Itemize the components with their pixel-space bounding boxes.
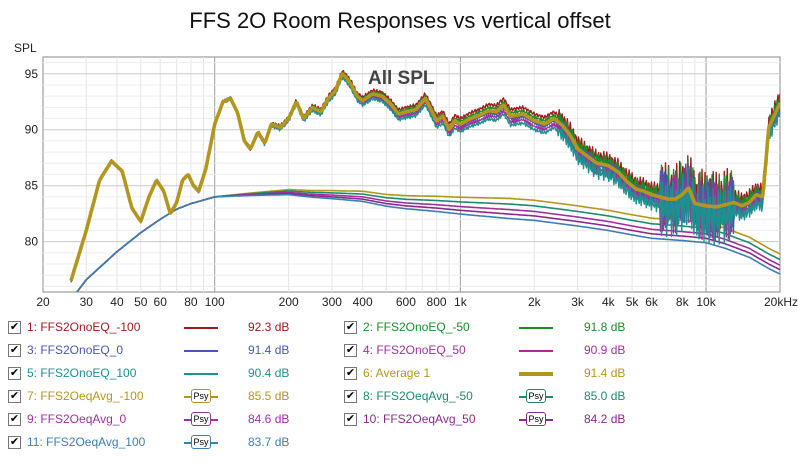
legend-checkbox[interactable]: ✔ <box>8 344 21 357</box>
legend-checkbox[interactable]: ✔ <box>8 436 21 449</box>
x-tick-label: 8k <box>676 295 690 309</box>
legend-checkbox[interactable]: ✔ <box>344 413 357 426</box>
legend-psy-swatch: Psy <box>184 435 218 449</box>
y-axis-label: SPL <box>14 41 37 55</box>
legend-item-10: ✔ 10: FFS2OeqAvg_50 Psy 84.2 dB <box>0 411 800 431</box>
legend-checkbox[interactable]: ✔ <box>8 413 21 426</box>
legend-item-8: ✔ 8: FFS2OeqAvg_-50 Psy 85.0 dB <box>0 388 800 408</box>
legend-series-value: 84.6 dB <box>248 412 290 426</box>
x-tick-label: 20 <box>36 295 50 309</box>
series-11-line <box>75 193 780 292</box>
x-tick-label: 6k <box>645 295 659 309</box>
legend-item-3: ✔ 3: FFS2OnoEQ_0 91.4 dB <box>0 342 800 362</box>
series-6-line <box>69 72 780 282</box>
y-tick-labels: 80 85 90 95 <box>25 67 39 249</box>
legend-series-name: 5: FFS2OnoEQ_100 <box>27 366 137 380</box>
legend-series-name: 3: FFS2OnoEQ_0 <box>27 343 124 357</box>
x-tick-label: 10k <box>696 295 716 309</box>
legend-series-name: 11: FFS2OeqAvg_100 <box>27 435 146 449</box>
legend-series-name: 1: FFS2OnoEQ_-100 <box>27 320 141 334</box>
legend-checkbox[interactable]: ✔ <box>344 321 357 334</box>
plot-curves <box>69 69 780 292</box>
legend-series-name: 8: FFS2OeqAvg_-50 <box>363 389 473 403</box>
legend-series-value: 90.4 dB <box>248 366 290 380</box>
legend-series-name: 9: FFS2OeqAvg_0 <box>27 412 127 426</box>
x-tick-label: 200 <box>279 295 299 309</box>
legend-series-value: 83.7 dB <box>248 435 290 449</box>
legend-psy-swatch: Psy <box>519 389 553 403</box>
legend-series-name: 6: Average 1 <box>363 366 431 380</box>
legend-series-value: 84.2 dB <box>584 412 626 426</box>
legend-item-11: ✔ 11: FFS2OeqAvg_100 Psy 83.7 dB <box>0 434 800 454</box>
legend-checkbox[interactable]: ✔ <box>344 390 357 403</box>
legend-line-swatch <box>184 373 218 375</box>
y-tick-label: 80 <box>25 235 39 249</box>
legend-line-swatch <box>519 350 553 352</box>
legend-series-value: 91.4 dB <box>584 366 626 380</box>
legend-series-name: 2: FFS2OnoEQ_-50 <box>363 320 470 334</box>
legend-item-6: ✔ 6: Average 1 91.4 dB <box>0 365 800 385</box>
legend-checkbox[interactable]: ✔ <box>8 390 21 403</box>
legend-series-value: 85.5 dB <box>248 389 290 403</box>
legend-series-value: 92.3 dB <box>248 320 290 334</box>
y-tick-label: 90 <box>25 123 39 137</box>
legend-checkbox[interactable]: ✔ <box>8 321 21 334</box>
legend-psy-swatch: Psy <box>184 389 218 403</box>
legend-item-5: ✔ 5: FFS2OnoEQ_100 90.4 dB <box>0 365 800 385</box>
x-tick-label: 2k <box>528 295 542 309</box>
legend-item-9: ✔ 9: FFS2OeqAvg_0 Psy 84.6 dB <box>0 411 800 431</box>
chart-title: FFS 2O Room Responses vs vertical offset <box>189 8 611 33</box>
x-tick-label: 80 <box>184 295 198 309</box>
x-tick-label: 4k <box>602 295 616 309</box>
legend-item-7: ✔ 7: FFS2OeqAvg_-100 Psy 85.5 dB <box>0 388 800 408</box>
x-tick-label: 800 <box>427 295 447 309</box>
legend-series-value: 91.8 dB <box>584 320 626 334</box>
x-tick-label: 60 <box>154 295 168 309</box>
legend-psy-swatch: Psy <box>519 412 553 426</box>
legend-item-4: ✔ 4: FFS2OnoEQ_50 90.9 dB <box>0 342 800 362</box>
x-tick-label: 600 <box>396 295 416 309</box>
legend-line-swatch <box>519 372 553 376</box>
legend-checkbox[interactable]: ✔ <box>8 367 21 380</box>
legend-line-swatch <box>184 327 218 329</box>
legend-series-name: 4: FFS2OnoEQ_50 <box>363 343 466 357</box>
legend-series-value: 90.9 dB <box>584 343 626 357</box>
x-tick-label: 5k <box>626 295 640 309</box>
frequency-response-chart: 20 30 40 50 60 80 100 200 300 400 600 800 1k 2k 3k 4k 5k… <box>25 56 781 309</box>
legend: ✔ 1: FFS2OnoEQ_-100 92.3 dB ✔ 2: FFS2OnoEQ_-… <box>0 316 800 462</box>
x-tick-label: 3k <box>571 295 585 309</box>
legend-series-value: 85.0 dB <box>584 389 626 403</box>
legend-line-swatch <box>184 350 218 352</box>
y-tick-label: 95 <box>25 67 39 81</box>
legend-series-name: 7: FFS2OeqAvg_-100 <box>27 389 144 403</box>
legend-psy-swatch: Psy <box>184 412 218 426</box>
legend-item-1: ✔ 1: FFS2OnoEQ_-100 92.3 dB <box>0 319 800 339</box>
x-tick-label: 400 <box>353 295 373 309</box>
legend-checkbox[interactable]: ✔ <box>344 344 357 357</box>
x-tick-label: 40 <box>110 295 124 309</box>
x-tick-label: 100 <box>205 295 225 309</box>
legend-series-name: 10: FFS2OeqAvg_50 <box>363 412 476 426</box>
legend-checkbox[interactable]: ✔ <box>344 367 357 380</box>
x-tick-label: 300 <box>322 295 342 309</box>
y-tick-label: 85 <box>25 179 39 193</box>
x-tick-label: 50 <box>134 295 148 309</box>
legend-series-value: 91.4 dB <box>248 343 290 357</box>
x-tick-label: 1k <box>454 295 468 309</box>
x-tick-label: 30 <box>80 295 94 309</box>
legend-item-2: ✔ 2: FFS2OnoEQ_-50 91.8 dB <box>0 319 800 339</box>
all-spl-annotation: All SPL <box>368 68 435 89</box>
legend-line-swatch <box>519 327 553 329</box>
x-tick-labels: 20 30 40 50 60 80 100 200 300 400 600 800 1k 2k 3k 4k 5k… <box>36 295 716 309</box>
x-axis-unit-label: 20kHz <box>764 295 799 309</box>
